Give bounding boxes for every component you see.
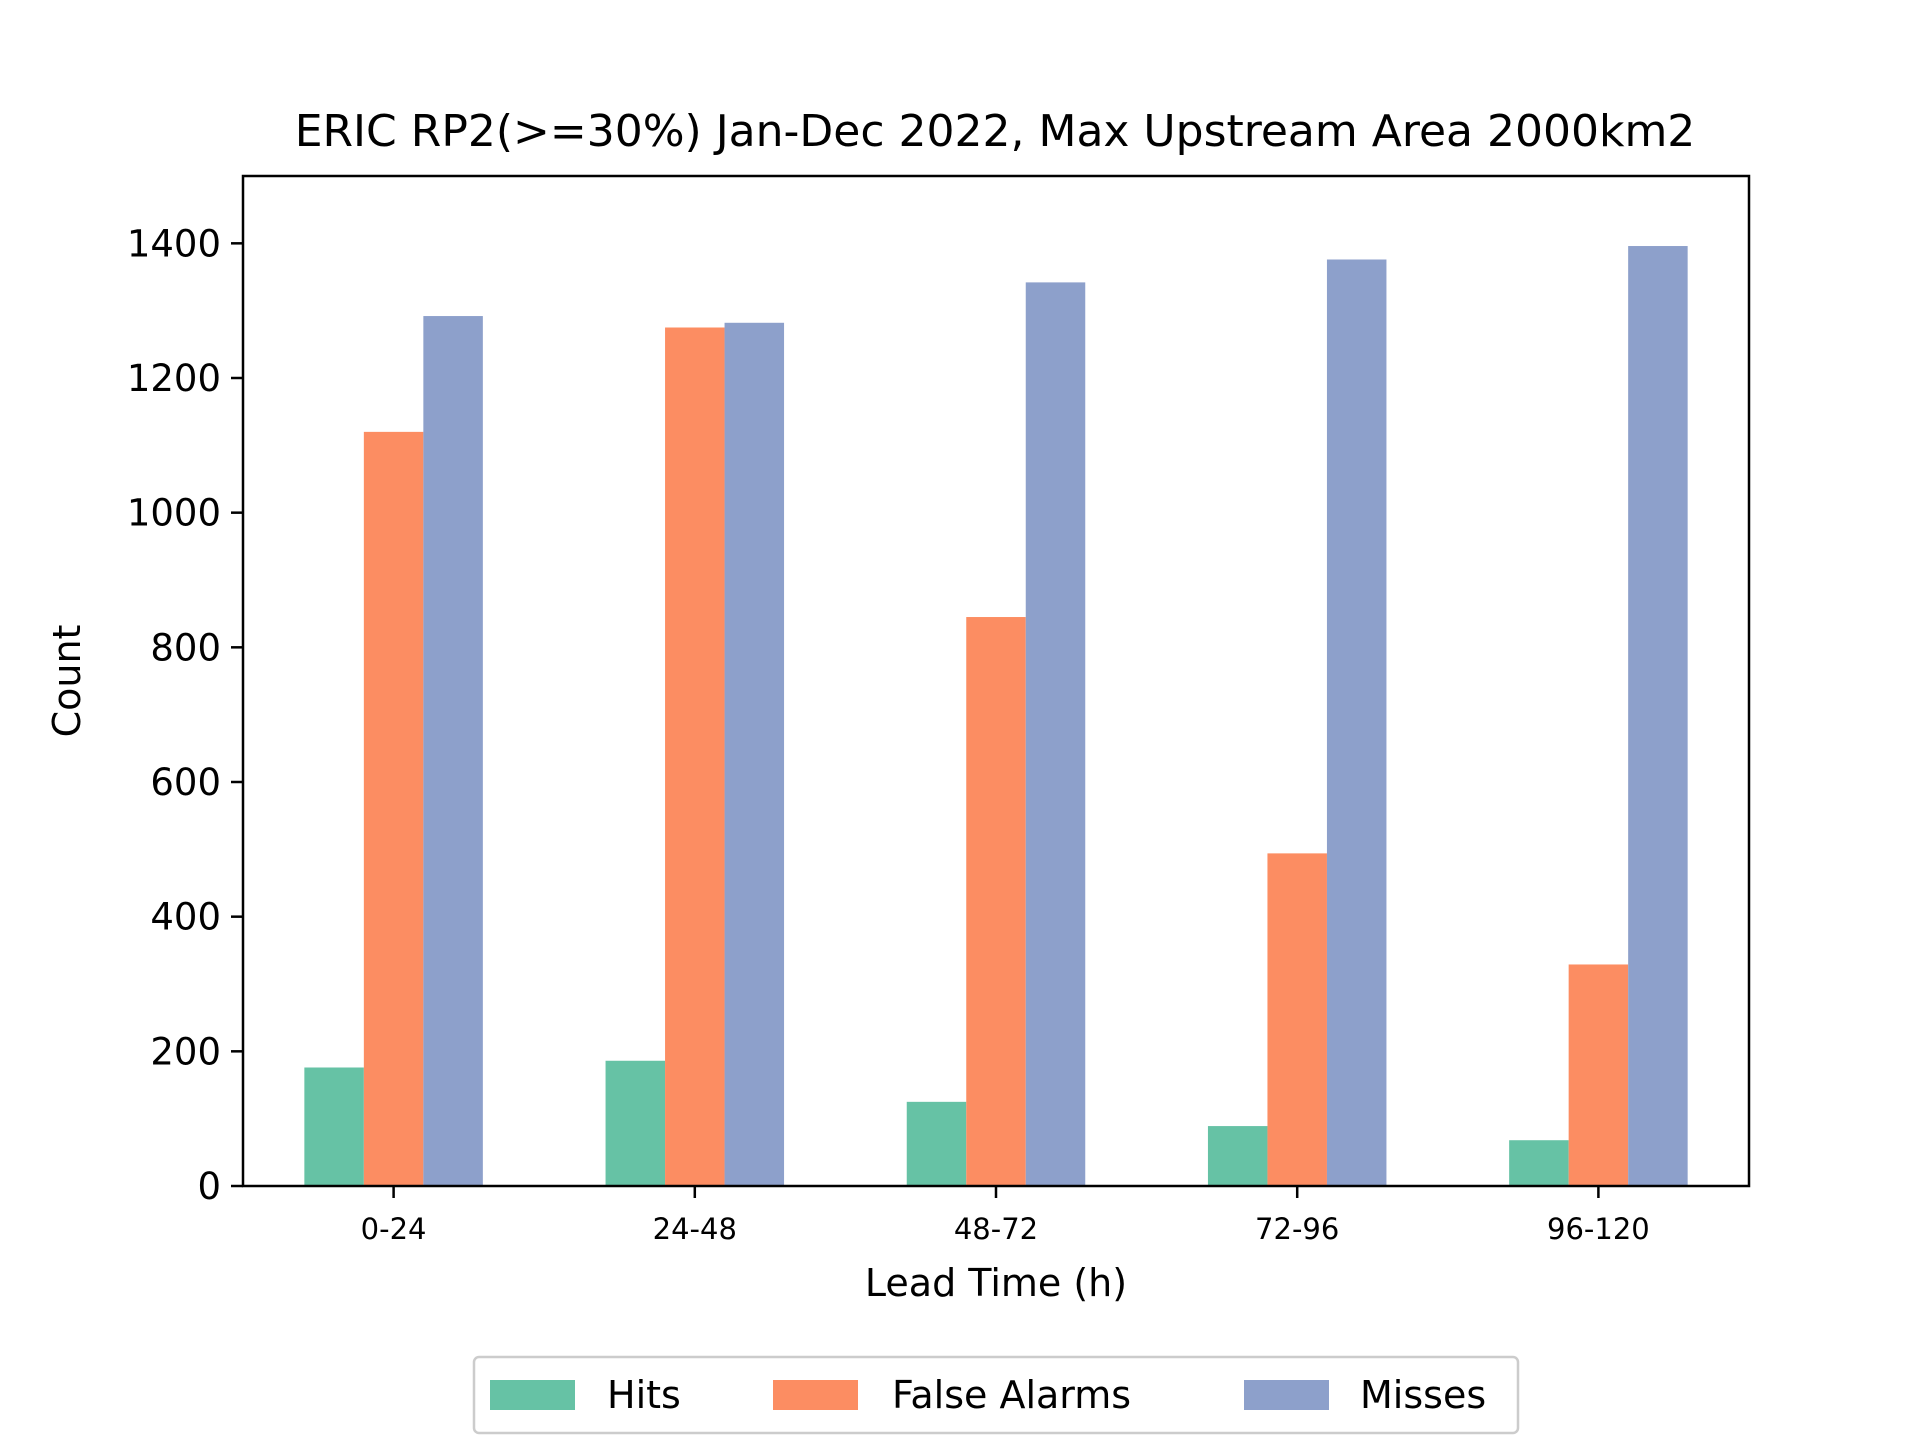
bar-false-alarms-0-24	[363, 431, 424, 1186]
y-axis-label: Count	[45, 625, 89, 738]
bar-misses-96-120	[1628, 246, 1688, 1186]
y-tick-label: 600	[150, 761, 221, 804]
x-tick-label: 0-24	[361, 1212, 427, 1246]
bar-hits-72-96	[1207, 1126, 1268, 1186]
x-axis: 0-24 24-48 48-72 72-96 96-120	[361, 1186, 1650, 1246]
y-tick-label: 800	[150, 626, 221, 669]
y-axis: 0 200 400 600 800 1000 1200 1400	[127, 222, 243, 1208]
bar-hits-96-120	[1509, 1140, 1569, 1186]
chart-title: ERIC RP2(>=30%) Jan-Dec 2022, Max Upstre…	[295, 106, 1696, 157]
x-axis-label: Lead Time (h)	[865, 1261, 1127, 1305]
legend-label-hits: Hits	[607, 1373, 681, 1417]
x-tick-label: 24-48	[653, 1212, 737, 1246]
y-tick-label: 400	[150, 896, 221, 939]
x-tick-label: 72-96	[1255, 1212, 1339, 1246]
legend-swatch-hits	[490, 1380, 575, 1410]
legend-swatch-misses	[1244, 1380, 1329, 1410]
y-tick-label: 200	[150, 1030, 221, 1073]
legend-frame	[472, 1355, 1520, 1435]
y-tick-label: 1400	[127, 222, 221, 265]
bar-misses-24-48	[724, 322, 785, 1187]
bar-hits-48-72	[906, 1101, 967, 1186]
y-tick-label: 1200	[127, 357, 221, 400]
legend: Hits False Alarms Misses	[472, 1355, 1520, 1435]
bar-misses-0-24	[423, 316, 483, 1186]
legend-label-false-alarms: False Alarms	[892, 1373, 1131, 1417]
bar-false-alarms-72-96	[1267, 853, 1327, 1186]
bars-group	[304, 246, 1688, 1187]
bar-hits-24-48	[605, 1060, 666, 1186]
y-tick-label: 0	[197, 1165, 221, 1208]
bar-false-alarms-96-120	[1568, 964, 1629, 1186]
x-tick-label: 96-120	[1547, 1212, 1650, 1246]
y-tick-label: 1000	[127, 492, 221, 535]
legend-label-misses: Misses	[1360, 1373, 1486, 1417]
legend-swatch-false-alarms	[773, 1380, 858, 1410]
bar-misses-48-72	[1025, 282, 1086, 1186]
bar-misses-72-96	[1326, 259, 1387, 1186]
x-tick-label: 48-72	[954, 1212, 1038, 1246]
bar-false-alarms-48-72	[966, 617, 1026, 1186]
bar-false-alarms-24-48	[665, 327, 725, 1186]
bar-hits-0-24	[304, 1067, 364, 1186]
